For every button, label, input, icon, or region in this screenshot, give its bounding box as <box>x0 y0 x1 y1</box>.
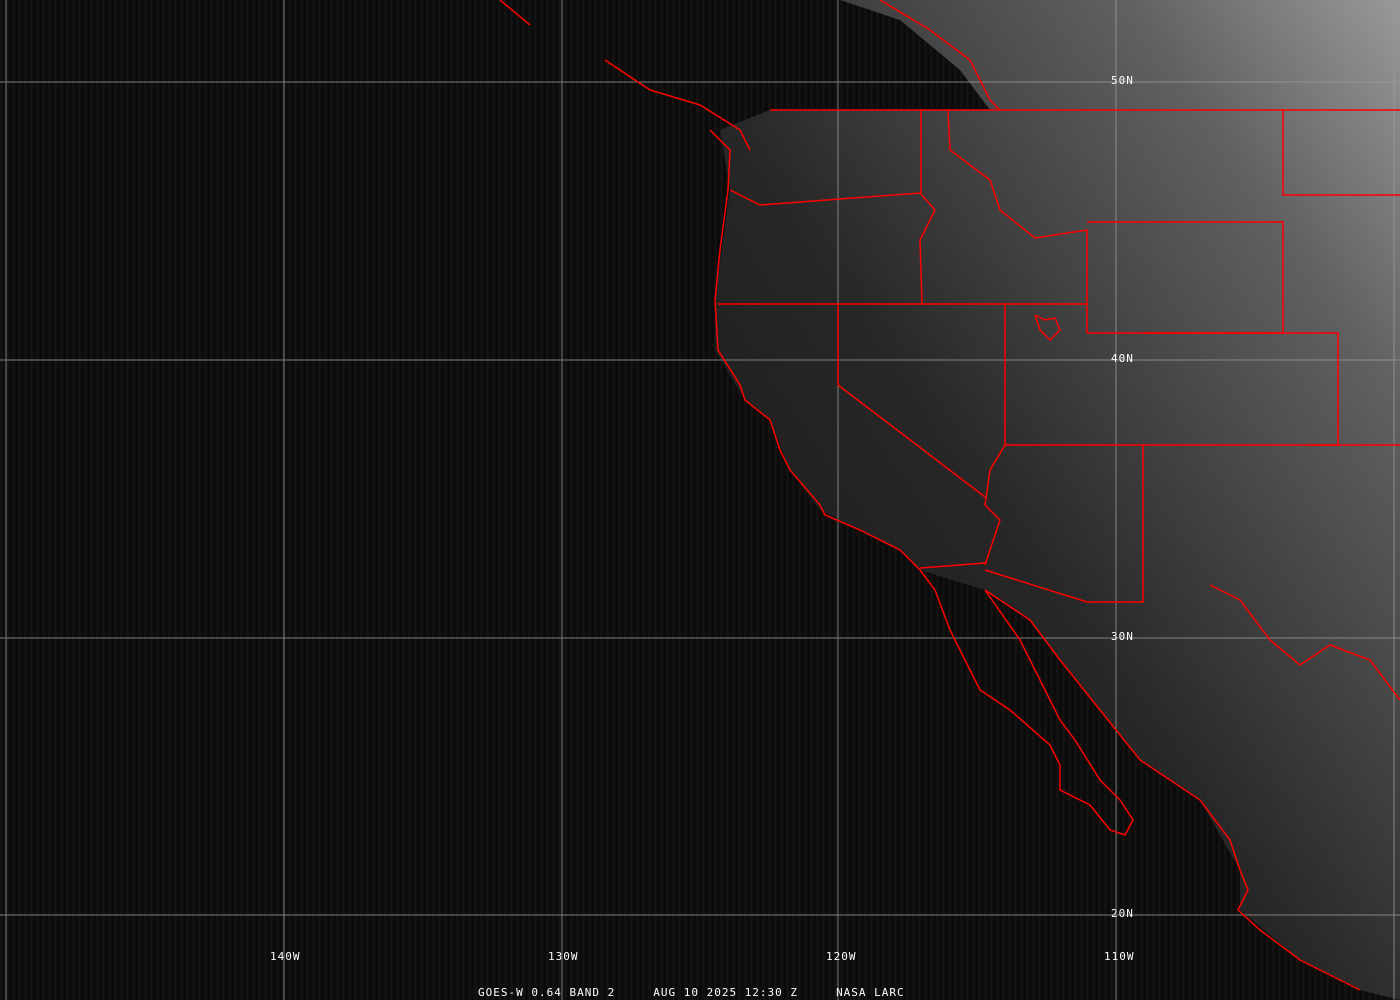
image-caption: GOES-W 0.64 BAND 2 AUG 10 2025 12:30 Z NAS… <box>478 986 943 999</box>
great-salt-lake <box>1034 314 1061 342</box>
wa-or-border <box>729 189 936 305</box>
coastlines-and-borders <box>499 0 1400 991</box>
lon-label-110w: 110W <box>1104 950 1135 963</box>
lat-label-40n: 40N <box>1111 352 1134 365</box>
lat-label-50n: 50N <box>1111 74 1134 87</box>
land-area <box>715 0 1400 1000</box>
caption-satellite: GOES-W 0.64 BAND 2 <box>478 986 616 999</box>
lon-label-140w: 140W <box>270 950 301 963</box>
mexico-gulf-coast <box>1209 584 1400 701</box>
vancouver-island-coast <box>499 0 531 26</box>
nv-az-ca-border <box>984 444 1006 566</box>
id-mt-border <box>947 109 1088 333</box>
ca-nv-border <box>837 304 986 498</box>
lat-label-20n: 20N <box>1111 907 1134 920</box>
pacific-coast <box>709 129 1361 991</box>
az-borders <box>984 444 1144 603</box>
island-coast <box>604 59 751 151</box>
co-border <box>1143 332 1339 446</box>
caption-datetime: AUG 10 2025 12:30 Z <box>653 986 799 999</box>
mt-border <box>1282 110 1400 196</box>
canada-mainland-coast <box>879 0 1001 111</box>
caption-source: NASA LARC <box>836 986 905 999</box>
ca-mexico-border <box>919 562 986 569</box>
lon-label-120w: 120W <box>826 950 857 963</box>
lat-label-30n: 30N <box>1111 630 1134 643</box>
lon-label-130w: 130W <box>548 950 579 963</box>
